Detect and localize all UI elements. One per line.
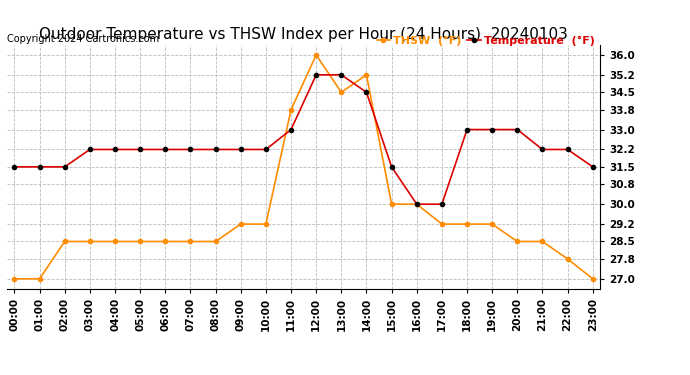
- THSW  (°F): [312, 53, 320, 57]
- Temperature  (°F): [312, 73, 320, 77]
- THSW  (°F): [237, 222, 245, 226]
- Temperature  (°F): [538, 147, 546, 152]
- THSW  (°F): [388, 202, 396, 206]
- Temperature  (°F): [35, 165, 43, 169]
- Temperature  (°F): [388, 165, 396, 169]
- Temperature  (°F): [186, 147, 195, 152]
- THSW  (°F): [362, 73, 371, 77]
- Temperature  (°F): [564, 147, 572, 152]
- Temperature  (°F): [237, 147, 245, 152]
- Temperature  (°F): [488, 128, 496, 132]
- THSW  (°F): [111, 239, 119, 244]
- THSW  (°F): [463, 222, 471, 226]
- Temperature  (°F): [10, 165, 19, 169]
- Temperature  (°F): [437, 202, 446, 206]
- THSW  (°F): [437, 222, 446, 226]
- THSW  (°F): [337, 90, 346, 94]
- Temperature  (°F): [513, 128, 522, 132]
- THSW  (°F): [538, 239, 546, 244]
- Title: Outdoor Temperature vs THSW Index per Hour (24 Hours)  20240103: Outdoor Temperature vs THSW Index per Ho…: [39, 27, 568, 42]
- Line: Temperature  (°F): Temperature (°F): [12, 73, 595, 206]
- Text: Copyright 2024 Cartronics.com: Copyright 2024 Cartronics.com: [7, 34, 159, 44]
- THSW  (°F): [35, 276, 43, 281]
- THSW  (°F): [287, 107, 295, 112]
- Temperature  (°F): [111, 147, 119, 152]
- Temperature  (°F): [589, 165, 597, 169]
- Temperature  (°F): [287, 128, 295, 132]
- THSW  (°F): [161, 239, 170, 244]
- THSW  (°F): [86, 239, 94, 244]
- Temperature  (°F): [463, 128, 471, 132]
- Temperature  (°F): [136, 147, 144, 152]
- Temperature  (°F): [413, 202, 421, 206]
- THSW  (°F): [488, 222, 496, 226]
- THSW  (°F): [513, 239, 522, 244]
- THSW  (°F): [61, 239, 69, 244]
- THSW  (°F): [413, 202, 421, 206]
- THSW  (°F): [211, 239, 219, 244]
- Temperature  (°F): [337, 73, 346, 77]
- THSW  (°F): [564, 256, 572, 261]
- THSW  (°F): [589, 276, 597, 281]
- THSW  (°F): [186, 239, 195, 244]
- Temperature  (°F): [86, 147, 94, 152]
- THSW  (°F): [10, 276, 19, 281]
- Temperature  (°F): [211, 147, 219, 152]
- Temperature  (°F): [362, 90, 371, 94]
- THSW  (°F): [136, 239, 144, 244]
- Temperature  (°F): [61, 165, 69, 169]
- Temperature  (°F): [161, 147, 170, 152]
- Temperature  (°F): [262, 147, 270, 152]
- THSW  (°F): [262, 222, 270, 226]
- Line: THSW  (°F): THSW (°F): [12, 53, 595, 281]
- Legend: THSW  (°F), Temperature  (°F): THSW (°F), Temperature (°F): [377, 36, 595, 46]
